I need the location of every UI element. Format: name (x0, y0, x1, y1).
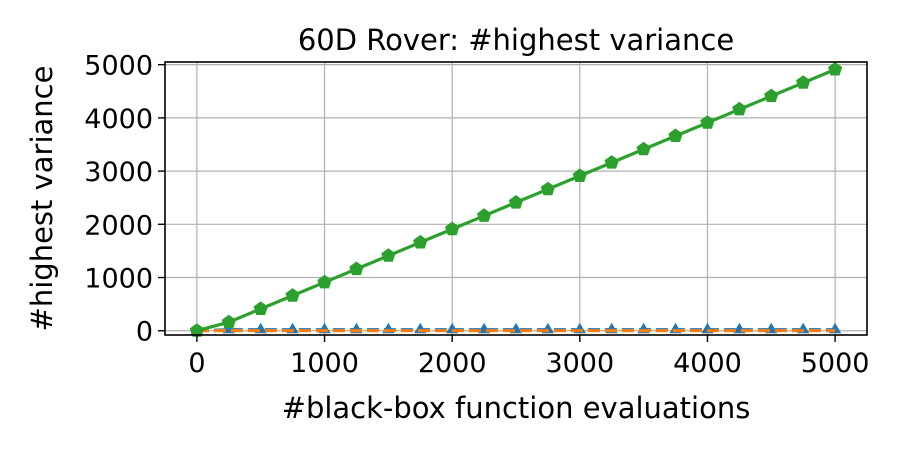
series-2-marker (477, 208, 492, 222)
series-2-marker (285, 288, 300, 302)
y-tick-label: 4000 (84, 104, 153, 135)
plot-area (189, 62, 843, 337)
series-2-marker (221, 314, 236, 329)
y-axis-label: #highest variance (25, 66, 59, 332)
series-2-marker (540, 181, 555, 196)
y-tick-label: 2000 (84, 210, 153, 241)
x-tick-label: 1000 (290, 348, 359, 379)
x-tick-label: 3000 (545, 348, 614, 379)
series-2-marker (445, 221, 460, 236)
series-2-marker (349, 261, 364, 276)
series-2-marker (796, 75, 811, 89)
series-2-marker (572, 168, 587, 182)
x-tick-label: 2000 (418, 348, 487, 379)
series-2-marker (668, 128, 683, 142)
y-tick-label: 1000 (84, 264, 153, 295)
series-2-marker (381, 248, 396, 262)
y-tick-label: 3000 (84, 157, 153, 188)
chart-title: 60D Rover: #highest variance (298, 23, 734, 57)
y-tick-label: 0 (136, 317, 153, 348)
x-axis-label: #black-box function evaluations (282, 391, 751, 425)
x-tick-label: 0 (188, 348, 205, 379)
series-2-marker (700, 115, 715, 129)
series-2-marker (636, 141, 651, 156)
series-2-marker (764, 88, 779, 103)
series-2-marker (253, 301, 268, 315)
series-2-marker (604, 155, 619, 169)
series-2-marker (413, 234, 428, 249)
series-2-marker (732, 101, 747, 116)
series-2-marker (189, 323, 204, 337)
x-tick-label: 5000 (801, 348, 870, 379)
series-2-marker (828, 62, 843, 76)
x-tick-label: 4000 (673, 348, 742, 379)
axes-frame (164, 61, 868, 336)
y-tick-label: 5000 (84, 51, 153, 82)
series-2-marker (508, 195, 524, 209)
ticks: 0 1000 2000 3000 4000 5000 0 1000 2000 3000 4000 50… (84, 51, 869, 379)
series-2-marker (317, 274, 332, 289)
